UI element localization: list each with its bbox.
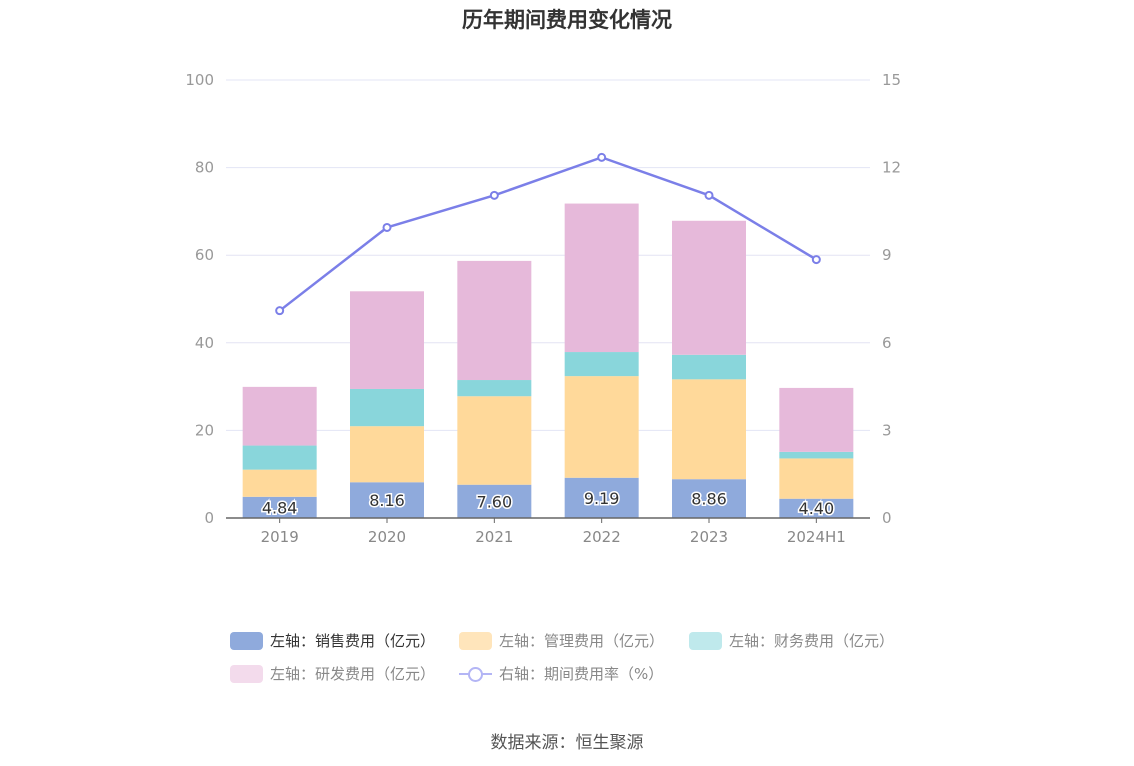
bar-segment: [242, 445, 317, 470]
line-series-point: [597, 152, 607, 162]
data-source: 数据来源：恒生聚源: [490, 733, 644, 753]
bar-data-label: 4.40: [799, 499, 835, 518]
x-axis-tick-label: 2023: [690, 528, 728, 546]
legend-swatch-rnd: [230, 664, 263, 683]
right-axis-tick-label: 12: [882, 159, 901, 177]
legend-label-admin: 左轴：管理费用（亿元）: [499, 632, 665, 650]
bar-segment: [564, 352, 639, 377]
legend-item-rnd[interactable]: 左轴：研发费用（亿元）: [230, 663, 435, 684]
line-series-point: [811, 255, 821, 265]
bar-segment: [242, 469, 317, 497]
bar-segment: [457, 260, 532, 381]
legend-swatch-admin: [459, 631, 492, 650]
left-axis-tick-label: 40: [195, 334, 214, 352]
bar-segment: [350, 482, 424, 518]
bar-data-label: 7.60: [477, 492, 513, 511]
bar-segment: [779, 498, 854, 518]
bar-segment: [779, 458, 854, 499]
bar-segment: [564, 477, 639, 518]
right-axis-tick-label: 6: [882, 334, 892, 352]
legend-item-rate[interactable]: 右轴：期间费用率（%）: [459, 663, 663, 684]
legend-swatch-finance: [689, 631, 722, 650]
bar-segment: [350, 291, 424, 389]
x-axis-tick-label: 2021: [475, 528, 513, 546]
right-axis-tick-label: 3: [882, 421, 892, 439]
left-axis-tick-label: 60: [195, 246, 214, 264]
legend-swatch-sales: [230, 631, 263, 650]
chart-plot: 0 0 20 3 40 6 60 9 80 12 100 15 2019 2020 2021 2022 2023…: [185, 71, 901, 546]
legend-item-sales[interactable]: 左轴：销售费用（亿元）: [230, 630, 435, 651]
bar-segment: [672, 479, 746, 518]
bar-data-label: 9.19: [584, 489, 620, 508]
legend-item-admin[interactable]: 左轴：管理费用（亿元）: [459, 630, 664, 651]
bar-segment: [564, 203, 639, 353]
bar-segment: [564, 376, 639, 478]
chart-title: 历年期间费用变化情况: [462, 8, 672, 32]
left-axis-tick-label: 100: [185, 71, 214, 89]
bar-data-label: 8.16: [369, 491, 405, 510]
line-series-point: [489, 190, 499, 200]
legend-line-marker-icon: [459, 665, 492, 683]
legend-label-finance: 左轴：财务费用（亿元）: [729, 632, 895, 650]
line-series-point: [382, 222, 392, 232]
line-series-path: [278, 156, 817, 312]
bar-segment: [242, 386, 317, 446]
x-axis-tick-label: 2024H1: [787, 528, 846, 546]
bar-data-label: 4.84: [262, 498, 298, 517]
line-series-point: [275, 306, 285, 316]
bar-segment: [457, 396, 532, 485]
bar-segment: [242, 496, 317, 518]
bar-segment: [350, 388, 424, 427]
left-axis-tick-label: 0: [204, 509, 214, 527]
left-axis-tick-label: 20: [195, 421, 214, 439]
bar-segment: [457, 484, 532, 518]
bar-segment: [350, 426, 424, 483]
bar-segment: [779, 387, 854, 452]
right-axis-tick-label: 9: [882, 246, 892, 264]
left-axis-tick-label: 80: [195, 159, 214, 177]
bar-data-label: 8.86: [691, 490, 727, 509]
right-axis-tick-label: 15: [882, 71, 901, 89]
legend-label-rate: 右轴：期间费用率（%）: [499, 665, 664, 683]
bar-segment: [672, 379, 746, 480]
bar-segment: [457, 380, 532, 397]
legend-label-sales: 左轴：销售费用（亿元）: [270, 632, 436, 650]
legend-label-rnd: 左轴：研发费用（亿元）: [270, 665, 436, 683]
legend-item-finance[interactable]: 左轴：财务费用（亿元）: [689, 630, 894, 651]
x-axis-tick-label: 2022: [583, 528, 621, 546]
bar-segment: [779, 451, 854, 459]
x-axis-tick-label: 2020: [368, 528, 406, 546]
x-axis-tick-label: 2019: [261, 528, 299, 546]
line-series-point: [704, 190, 714, 200]
right-axis-tick-label: 0: [882, 509, 892, 527]
bar-segment: [672, 220, 746, 355]
bar-segment: [672, 354, 746, 380]
